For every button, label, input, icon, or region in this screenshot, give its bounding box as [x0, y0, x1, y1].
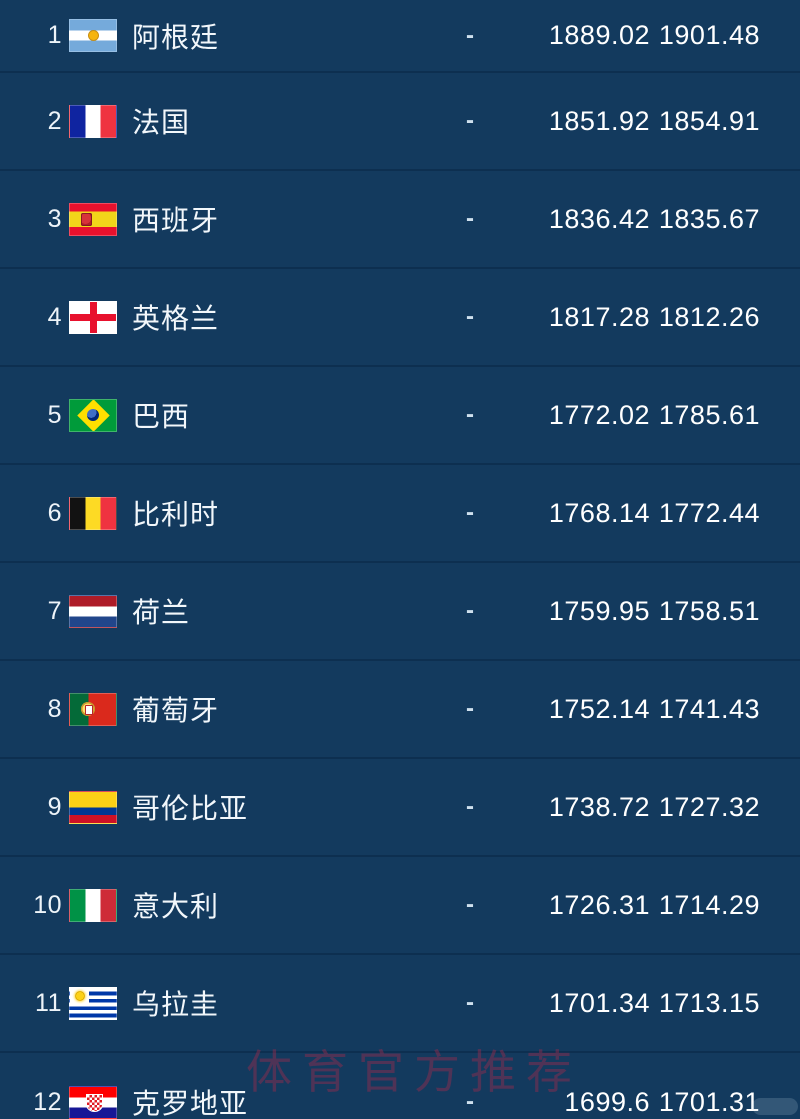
table-row[interactable]: 8 葡萄牙 - 1752.14 1741.43: [0, 661, 800, 759]
rank-change: -: [466, 1088, 474, 1115]
rank-change: -: [466, 989, 474, 1016]
points-value: 1701.34: [548, 987, 650, 1018]
previous-points-value: 1727.32: [658, 791, 760, 822]
table-row[interactable]: 10 意大利 - 1726.31 1714.29: [0, 857, 800, 955]
table-row[interactable]: 1 阿根廷 - 1889.02 1901.48: [0, 0, 800, 73]
previous-points-value: 1835.67: [658, 203, 760, 234]
previous-points-value: 1854.91: [658, 105, 760, 136]
rank-change: -: [466, 303, 474, 330]
previous-points-value: 1741.43: [658, 693, 760, 724]
table-row[interactable]: 7 荷兰 - 1759.95 1758.51: [0, 563, 800, 661]
table-row[interactable]: 12 克罗地亚 - 1699.6 1701.31: [0, 1053, 800, 1119]
flag-brazil-icon: [69, 398, 117, 432]
rank-cell: 2: [47, 106, 62, 135]
rank-change: -: [466, 695, 474, 722]
flag-portugal-icon: [69, 692, 117, 726]
previous-points-value: 1701.31: [658, 1086, 760, 1117]
points-value: 1726.31: [548, 889, 650, 920]
flag-cell: [62, 300, 124, 334]
previous-points-value: 1812.26: [658, 301, 760, 332]
flag-netherlands-icon: [69, 594, 117, 628]
rank-change: -: [466, 597, 474, 624]
rank-cell: 6: [47, 498, 62, 527]
flag-cell: [62, 398, 124, 432]
rank-cell: 1: [47, 21, 62, 49]
points-value: 1738.72: [548, 791, 650, 822]
country-name: 阿根廷: [132, 20, 220, 54]
flag-cell: [62, 888, 124, 922]
country-name: 葡萄牙: [132, 694, 220, 727]
country-name: 哥伦比亚: [132, 792, 249, 825]
flag-cell: [62, 790, 124, 824]
previous-points-value: 1785.61: [658, 399, 760, 430]
table-row[interactable]: 5 巴西 - 1772.02 1785.61: [0, 367, 800, 465]
rank-change: -: [466, 891, 474, 918]
rank-cell: 8: [47, 694, 62, 723]
rank-cell: 10: [33, 890, 62, 919]
rank-change: -: [466, 107, 474, 134]
table-row[interactable]: 4 英格兰 - 1817.28 1812.26: [0, 269, 800, 367]
flag-spain-icon: [69, 202, 117, 236]
country-name: 乌拉圭: [132, 988, 220, 1021]
rank-change: -: [466, 793, 474, 820]
table-row[interactable]: 6 比利时 - 1768.14 1772.44: [0, 465, 800, 563]
rank-cell: 9: [47, 792, 62, 821]
previous-points-value: 1713.15: [658, 987, 760, 1018]
previous-points-value: 1901.48: [658, 20, 760, 50]
rank-change: -: [466, 401, 474, 428]
points-value: 1772.02: [548, 399, 650, 430]
country-name: 巴西: [132, 400, 191, 433]
flag-england-icon: [69, 300, 117, 334]
rank-cell: 4: [47, 302, 62, 331]
flag-colombia-icon: [69, 790, 117, 824]
rank-change: -: [466, 21, 474, 49]
rank-cell: 7: [47, 596, 62, 625]
flag-uruguay-icon: [69, 986, 117, 1020]
points-value: 1851.92: [548, 105, 650, 136]
corner-chip[interactable]: [752, 1098, 798, 1115]
previous-points-value: 1714.29: [658, 889, 760, 920]
flag-cell: [62, 496, 124, 530]
rank-cell: 12: [33, 1087, 62, 1116]
flag-belgium-icon: [69, 496, 117, 530]
flag-france-icon: [69, 104, 117, 138]
points-value: 1836.42: [548, 203, 650, 234]
flag-cell: [62, 986, 124, 1020]
flag-italy-icon: [69, 888, 117, 922]
points-value: 1817.28: [548, 301, 650, 332]
country-name: 克罗地亚: [132, 1087, 249, 1119]
rank-change: -: [466, 499, 474, 526]
flag-cell: [62, 594, 124, 628]
points-value: 1752.14: [548, 693, 650, 724]
rank-cell: 3: [47, 204, 62, 233]
country-name: 比利时: [132, 498, 220, 531]
rank-change: -: [466, 205, 474, 232]
country-name: 西班牙: [132, 204, 220, 237]
country-name: 荷兰: [132, 596, 191, 629]
country-name: 法国: [132, 106, 191, 139]
points-value: 1768.14: [548, 497, 650, 528]
previous-points-value: 1772.44: [658, 497, 760, 528]
points-value: 1699.6: [564, 1086, 650, 1117]
flag-argentina-icon: [69, 19, 117, 52]
rank-cell: 11: [35, 988, 62, 1017]
flag-croatia-icon: [69, 1085, 117, 1119]
previous-points-value: 1758.51: [658, 595, 760, 626]
flag-cell: [62, 202, 124, 236]
table-row[interactable]: 9 哥伦比亚 - 1738.72 1727.32: [0, 759, 800, 857]
table-row[interactable]: 11 乌拉圭 - 1701.34 1713.15: [0, 955, 800, 1053]
table-row[interactable]: 3 西班牙 - 1836.42 1835.67: [0, 171, 800, 269]
country-name: 意大利: [132, 890, 220, 923]
country-name: 英格兰: [132, 302, 220, 335]
flag-cell: [62, 104, 124, 138]
table-row[interactable]: 2 法国 - 1851.92 1854.91: [0, 73, 800, 171]
flag-cell: [62, 1085, 124, 1119]
points-value: 1889.02: [548, 20, 650, 50]
flag-cell: [62, 692, 124, 726]
points-value: 1759.95: [548, 595, 650, 626]
rank-cell: 5: [47, 400, 62, 429]
flag-cell: [62, 19, 124, 52]
